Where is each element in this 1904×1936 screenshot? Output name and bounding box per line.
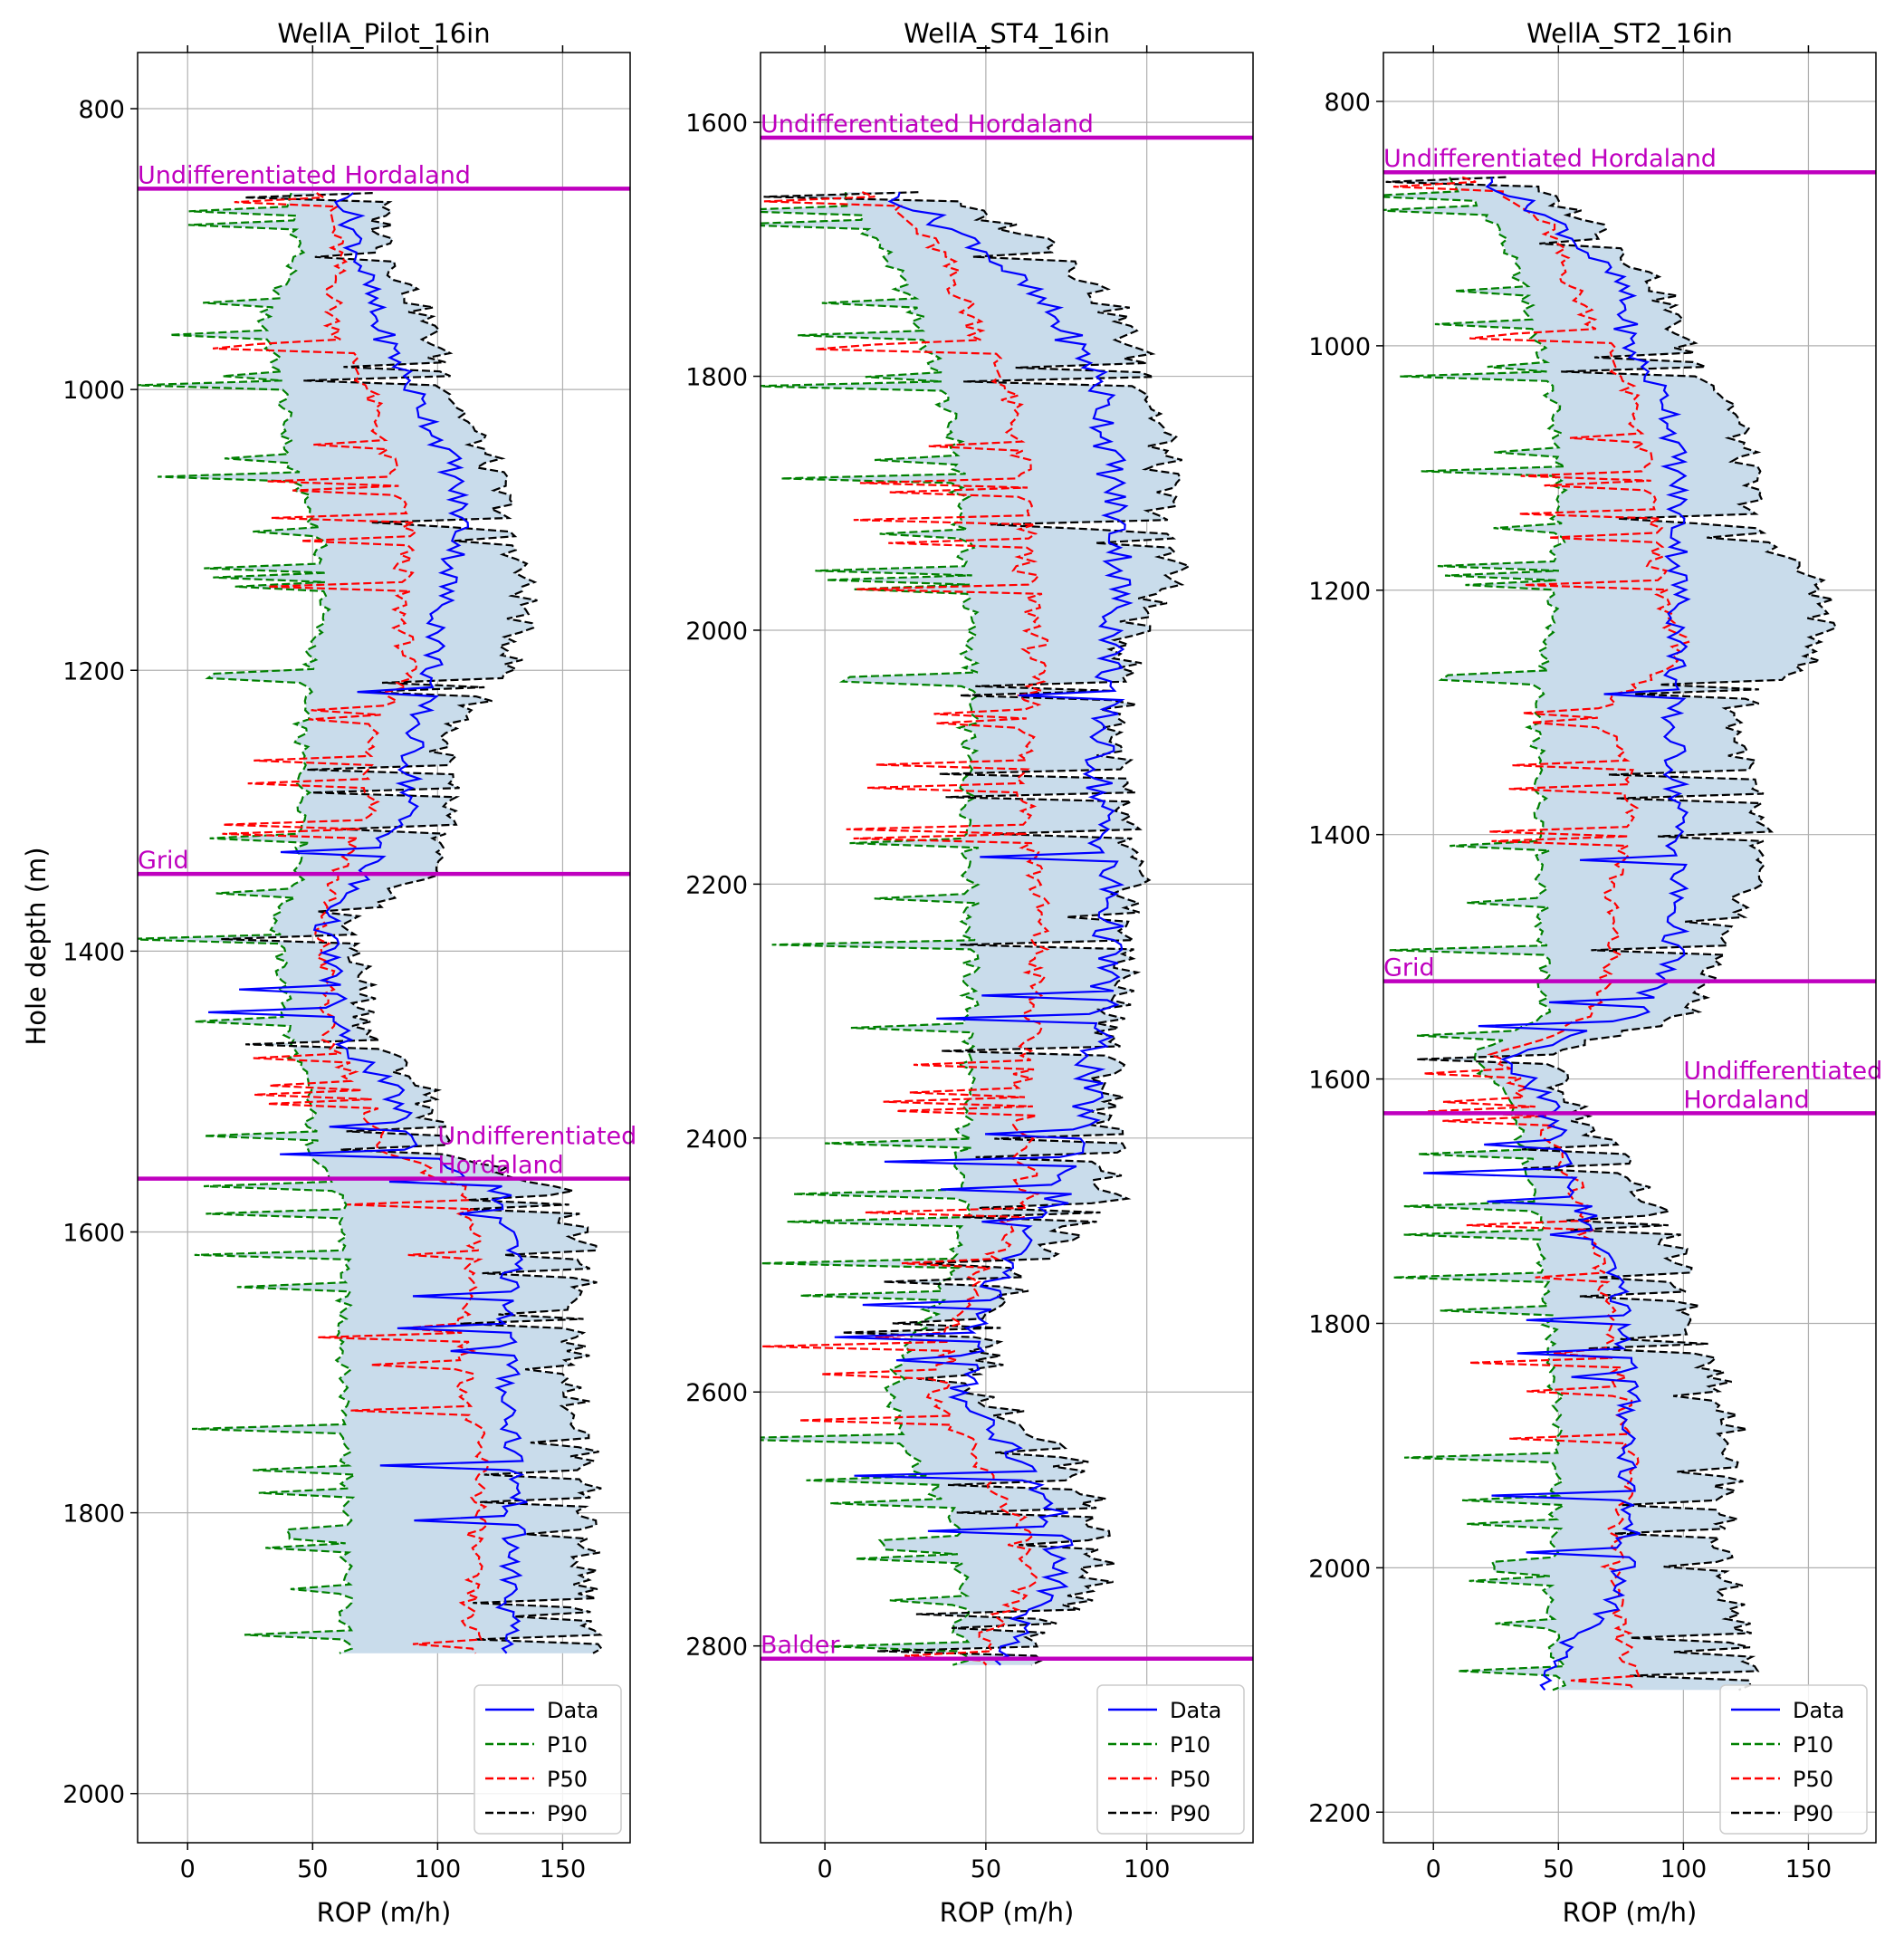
x-tick-label: 150 <box>1785 1855 1832 1883</box>
series-line-p90 <box>763 191 1192 1666</box>
y-tick-label: 1000 <box>1308 333 1371 361</box>
y-tick-label: 1600 <box>685 110 748 138</box>
y-tick-label: 1600 <box>62 1219 125 1247</box>
formation-label: Undifferentiated Hordaland <box>138 161 471 189</box>
y-tick-label: 1200 <box>62 657 125 685</box>
legend: Data P10 P50 P90 <box>1719 1684 1868 1835</box>
y-tick-label: 1000 <box>62 377 125 405</box>
y-tick-label: 1400 <box>62 938 125 966</box>
x-axis-label: ROP (m/h) <box>317 1897 452 1928</box>
legend-label-p10: P10 <box>1793 1732 1833 1758</box>
plot-content <box>1383 176 1838 1692</box>
legend-label-p50: P50 <box>547 1767 588 1792</box>
series-line-p50 <box>762 191 1051 1666</box>
legend-label-p50: P50 <box>1170 1767 1210 1792</box>
formation-label: Undifferentiated Hordaland <box>761 110 1094 139</box>
x-tick-label: 0 <box>1426 1855 1441 1883</box>
y-tick-label: 1200 <box>1308 578 1371 606</box>
series-line-p90 <box>1385 176 1838 1692</box>
legend-label-data: Data <box>1793 1698 1844 1723</box>
y-tick-label: 2800 <box>685 1634 748 1662</box>
legend-label-data: Data <box>1170 1698 1221 1723</box>
legend-label-p90: P90 <box>1170 1801 1210 1826</box>
plot-content <box>761 191 1192 1666</box>
axes-frame <box>137 52 631 1844</box>
formation-label: Balder <box>761 1632 840 1660</box>
legend-label-p10: P10 <box>547 1732 588 1758</box>
y-tick-label: 1400 <box>1308 822 1371 850</box>
x-tick-label: 50 <box>1543 1855 1574 1883</box>
legend-box <box>1096 1684 1245 1835</box>
y-tick-label: 2200 <box>685 871 748 899</box>
p10-p90-band <box>138 193 602 1653</box>
formation-label: Undifferentiated Hordaland <box>1383 145 1717 173</box>
x-tick-label: 0 <box>818 1855 833 1883</box>
formation-label: Undifferentiated <box>1683 1057 1882 1085</box>
formation-label: Grid <box>138 847 189 875</box>
chart-title: WellA_Pilot_16in <box>277 18 490 49</box>
series-line-p90 <box>221 192 603 1654</box>
y-tick-label: 2000 <box>62 1781 125 1809</box>
x-tick-label: 150 <box>540 1855 587 1883</box>
x-axis-label: ROP (m/h) <box>940 1897 1075 1928</box>
chart-panel-3: Undifferentiated Hordaland Grid Undifferen… <box>1308 18 1882 1928</box>
y-tick-label: 1600 <box>1308 1067 1371 1095</box>
axes-frame <box>760 52 1254 1844</box>
legend-box <box>474 1684 622 1835</box>
x-tick-label: 0 <box>180 1855 196 1883</box>
legend-label-p50: P50 <box>1793 1767 1833 1792</box>
p10-p90-band <box>761 192 1190 1665</box>
x-tick-label: 100 <box>415 1855 462 1883</box>
x-tick-label: 100 <box>1124 1855 1171 1883</box>
chart-title: WellA_ST2_16in <box>1526 18 1733 49</box>
y-tick-label: 800 <box>1324 89 1371 117</box>
x-tick-label: 50 <box>297 1855 328 1883</box>
y-axis-label: Hole depth (m) <box>21 847 52 1045</box>
y-tick-label: 2600 <box>685 1379 748 1407</box>
legend-box <box>1719 1684 1868 1835</box>
y-tick-label: 2000 <box>685 618 748 646</box>
x-axis-label: ROP (m/h) <box>1563 1897 1698 1928</box>
formation-label: Hordaland <box>1683 1086 1809 1114</box>
formation-label: Undifferentiated <box>437 1123 636 1151</box>
series-line-p10 <box>761 192 981 1666</box>
legend: Data P10 P50 P90 <box>1096 1684 1245 1835</box>
x-tick-label: 50 <box>971 1855 1001 1883</box>
legend-label-p10: P10 <box>1170 1732 1210 1758</box>
formation-label: Grid <box>1383 954 1435 982</box>
plot-content <box>138 192 603 1654</box>
y-tick-label: 2400 <box>685 1126 748 1154</box>
legend-label-data: Data <box>547 1698 598 1723</box>
chart-panel-1: Undifferentiated Hordaland Grid Undifferen… <box>62 18 636 1928</box>
panels: Undifferentiated Hordaland Grid Undifferen… <box>62 18 1882 1928</box>
y-tick-label: 1800 <box>685 364 748 392</box>
legend-label-p90: P90 <box>1793 1801 1833 1826</box>
y-tick-label: 2200 <box>1308 1799 1371 1827</box>
p10-p90-band <box>1383 177 1836 1691</box>
chart-panel-2: Undifferentiated Hordaland Balder 0 50 100 16… <box>685 18 1254 1928</box>
y-tick-label: 2000 <box>1308 1555 1371 1583</box>
y-tick-label: 800 <box>78 96 125 124</box>
legend: Data P10 P50 P90 <box>474 1684 622 1835</box>
series-line-data <box>834 191 1134 1666</box>
series-line-p10 <box>138 192 359 1654</box>
y-tick-label: 1800 <box>1308 1310 1371 1338</box>
legend-label-p90: P90 <box>547 1801 588 1826</box>
axes-frame <box>1383 52 1877 1844</box>
series-line-data <box>1423 177 1691 1692</box>
series-line-p50 <box>1392 176 1690 1691</box>
series-line-p10 <box>1383 177 1568 1692</box>
x-tick-label: 100 <box>1660 1855 1708 1883</box>
formation-label: Hordaland <box>437 1152 563 1180</box>
series-line-data <box>208 192 528 1654</box>
y-tick-label: 1800 <box>62 1500 125 1529</box>
chart-title: WellA_ST4_16in <box>904 18 1110 49</box>
